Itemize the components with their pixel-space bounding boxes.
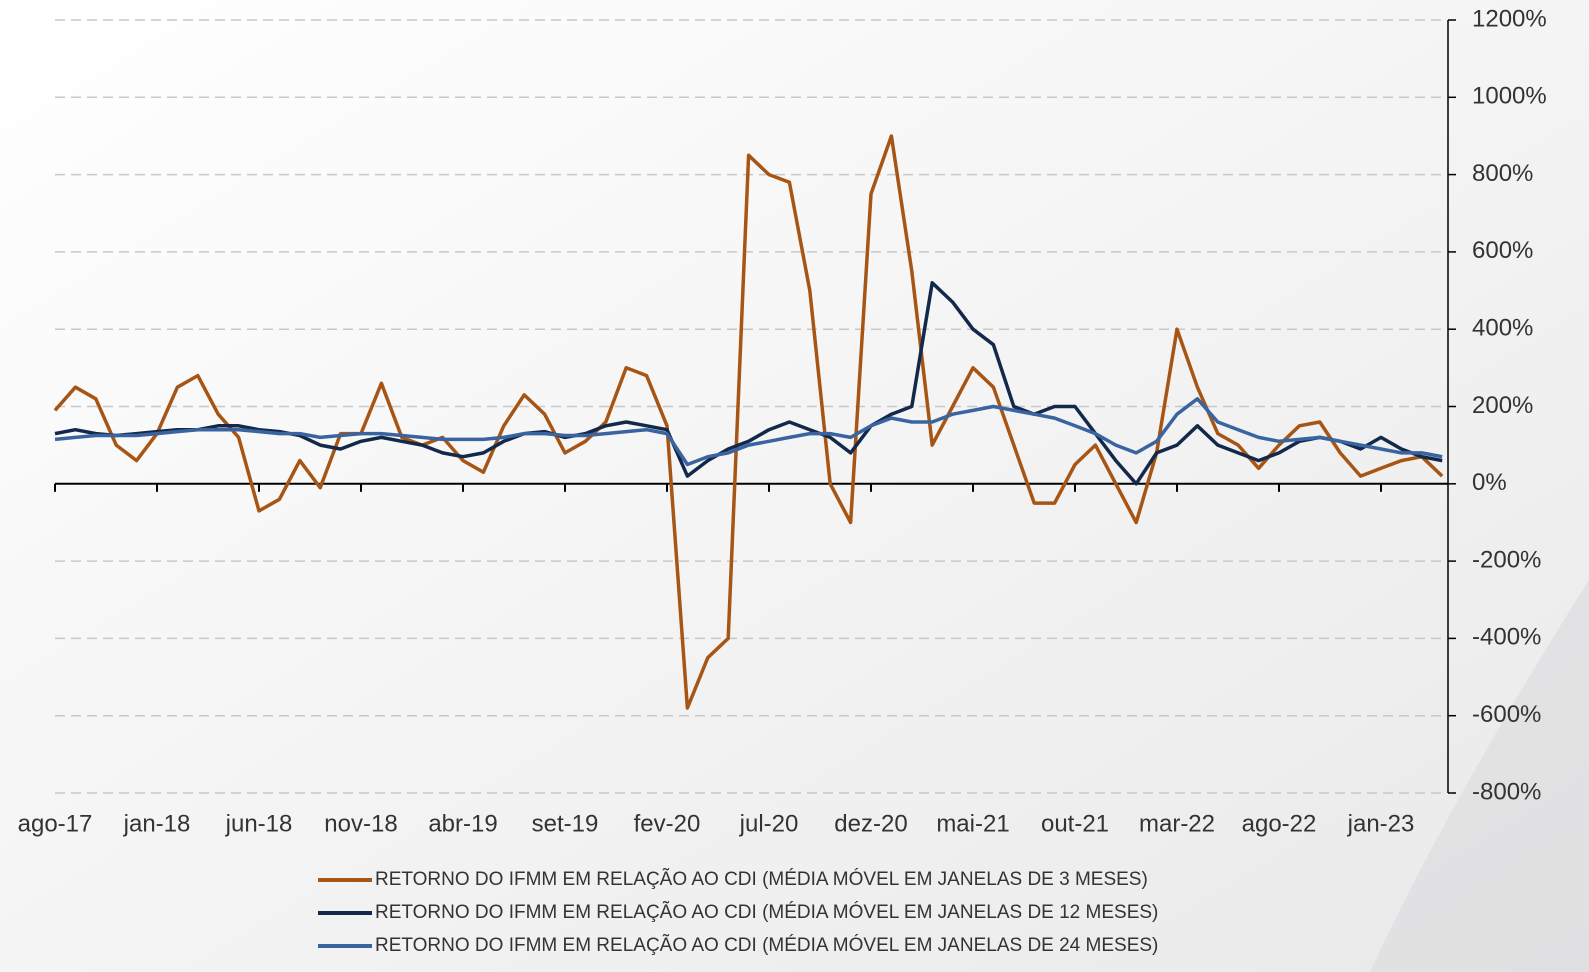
- decoration: [1370, 580, 1589, 972]
- legend-label: RETORNO DO IFMM EM RELAÇÃO AO CDI (MÉDIA…: [375, 934, 1158, 956]
- x-tick-label: jan-18: [123, 810, 191, 837]
- x-tick-label: mai-21: [936, 810, 1009, 837]
- x-tick-label: fev-20: [634, 810, 701, 837]
- y-tick-label: 200%: [1472, 392, 1533, 419]
- y-tick-label: 600%: [1472, 237, 1533, 264]
- x-tick-label: mar-22: [1139, 810, 1215, 837]
- y-tick-label: -600%: [1472, 701, 1541, 728]
- x-tick-label: dez-20: [834, 810, 907, 837]
- y-tick-label: -800%: [1472, 778, 1541, 805]
- y-tick-label: 1200%: [1472, 5, 1547, 32]
- legend-label: RETORNO DO IFMM EM RELAÇÃO AO CDI (MÉDIA…: [375, 901, 1158, 923]
- series-line: [54, 397, 1443, 467]
- x-tick-label: abr-19: [428, 810, 497, 837]
- series-line: [53, 134, 1444, 710]
- x-tick-label: jun-18: [225, 810, 293, 837]
- y-tick-label: -200%: [1472, 546, 1541, 573]
- y-tick-label: 400%: [1472, 315, 1533, 342]
- legend-label: RETORNO DO IFMM EM RELAÇÃO AO CDI (MÉDIA…: [375, 868, 1148, 890]
- y-tick-label: 0%: [1472, 469, 1507, 496]
- y-tick-label: 800%: [1472, 160, 1533, 187]
- x-tick-label: ago-17: [18, 810, 93, 837]
- x-tick-label: jan-23: [1347, 810, 1415, 837]
- x-tick-label: out-21: [1041, 810, 1109, 837]
- y-tick-label: -400%: [1472, 624, 1541, 651]
- y-tick-label: 1000%: [1472, 83, 1547, 110]
- x-tick-label: jul-20: [739, 810, 799, 837]
- x-tick-label: ago-22: [1242, 810, 1317, 837]
- x-tick-label: set-19: [532, 810, 599, 837]
- x-tick-label: nov-18: [324, 810, 397, 837]
